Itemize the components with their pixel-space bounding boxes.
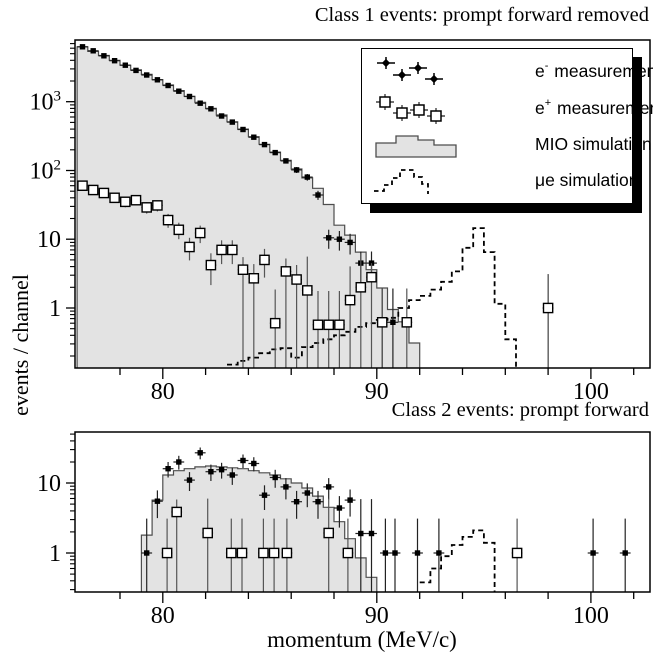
svg-text:90: 90 xyxy=(365,603,389,629)
mio-histogram-icon xyxy=(375,135,457,158)
svg-text:90: 90 xyxy=(365,379,389,405)
svg-text:100: 100 xyxy=(573,379,609,405)
svg-text:80: 80 xyxy=(151,379,175,405)
svg-text:102: 102 xyxy=(30,158,62,185)
svg-text:80: 80 xyxy=(151,603,175,629)
svg-text:103: 103 xyxy=(30,89,62,116)
legend-label-eminus: e- measurement xyxy=(535,60,653,82)
legend-item-mio: MIO simulation xyxy=(370,127,652,161)
svg-text:10: 10 xyxy=(37,227,61,253)
legend-item-eminus: e- measurement xyxy=(370,54,653,88)
legend-item-mue: μe simulation xyxy=(370,164,638,198)
legend-item-eplus: e+ measurement xyxy=(370,91,653,125)
panel1-title: Class 1 events: prompt forward removed xyxy=(314,4,649,26)
y-axis-label: events / channel xyxy=(8,274,33,416)
svg-text:1: 1 xyxy=(49,541,61,567)
mue-histogram-icon xyxy=(374,168,429,194)
svg-text:10: 10 xyxy=(37,471,61,497)
legend-label-mue: μe simulation xyxy=(535,170,639,191)
legend-box: e- measurement e+ measurement MIO simula… xyxy=(361,48,653,204)
svg-text:1: 1 xyxy=(49,296,61,322)
eplus-marker-icon xyxy=(376,93,445,124)
panel2-title: Class 2 events: prompt forward xyxy=(391,399,649,421)
svg-text:100: 100 xyxy=(573,603,609,629)
eminus-marker-icon xyxy=(377,57,443,86)
legend-label-mio: MIO simulation xyxy=(535,133,652,154)
x-axis-label: momentum (MeV/c) xyxy=(267,627,457,652)
legend-label-eplus: e+ measurement xyxy=(535,96,653,118)
